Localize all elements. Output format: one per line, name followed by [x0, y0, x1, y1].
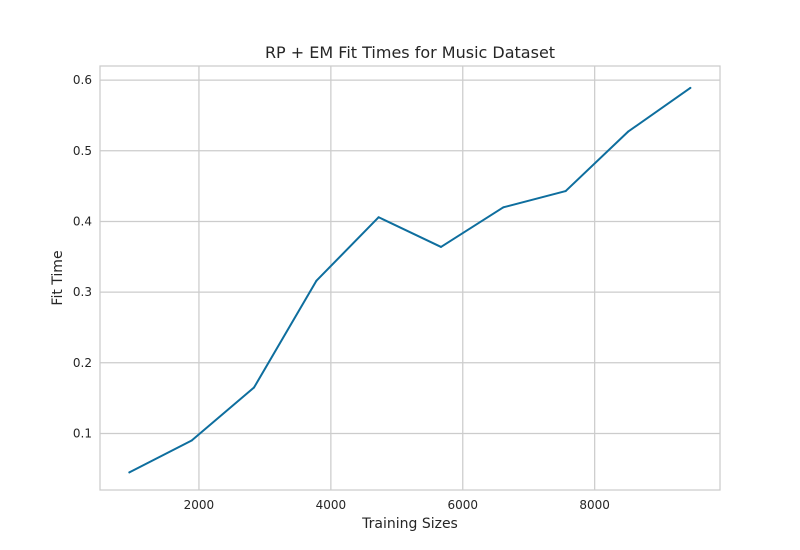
data-point — [128, 471, 131, 474]
series-layer — [128, 86, 692, 474]
x-tick-label: 4000 — [316, 498, 347, 512]
data-point — [502, 206, 505, 209]
data-point — [626, 130, 629, 133]
data-point — [190, 439, 193, 442]
y-tick-label: 0.6 — [73, 73, 92, 87]
plot-frame — [99, 65, 721, 491]
y-tick-label: 0.4 — [73, 214, 92, 228]
data-point — [253, 386, 256, 389]
data-point — [315, 279, 318, 282]
y-tick-label: 0.1 — [73, 426, 92, 440]
plot-area — [100, 66, 720, 490]
series-line — [128, 86, 692, 474]
data-point — [377, 216, 380, 219]
x-tick-label: 6000 — [447, 498, 478, 512]
y-tick-label: 0.3 — [73, 285, 92, 299]
x-axis-label: Training Sizes — [361, 516, 458, 532]
grid — [100, 66, 720, 490]
data-point — [564, 190, 567, 193]
chart-title: RP + EM Fit Times for Music Dataset — [265, 43, 555, 62]
data-point — [440, 245, 442, 248]
x-tick-label: 2000 — [184, 498, 215, 512]
y-axis-label: Fit Time — [50, 250, 66, 305]
data-point — [689, 86, 692, 89]
x-tick-label: 8000 — [579, 498, 610, 512]
y-tick-label: 0.2 — [73, 356, 92, 370]
tick-labels: 2000 4000 6000 8000 0.1 0.2 0.3 0.4 0.5 0.6 — [73, 73, 610, 512]
y-tick-label: 0.5 — [73, 144, 92, 158]
